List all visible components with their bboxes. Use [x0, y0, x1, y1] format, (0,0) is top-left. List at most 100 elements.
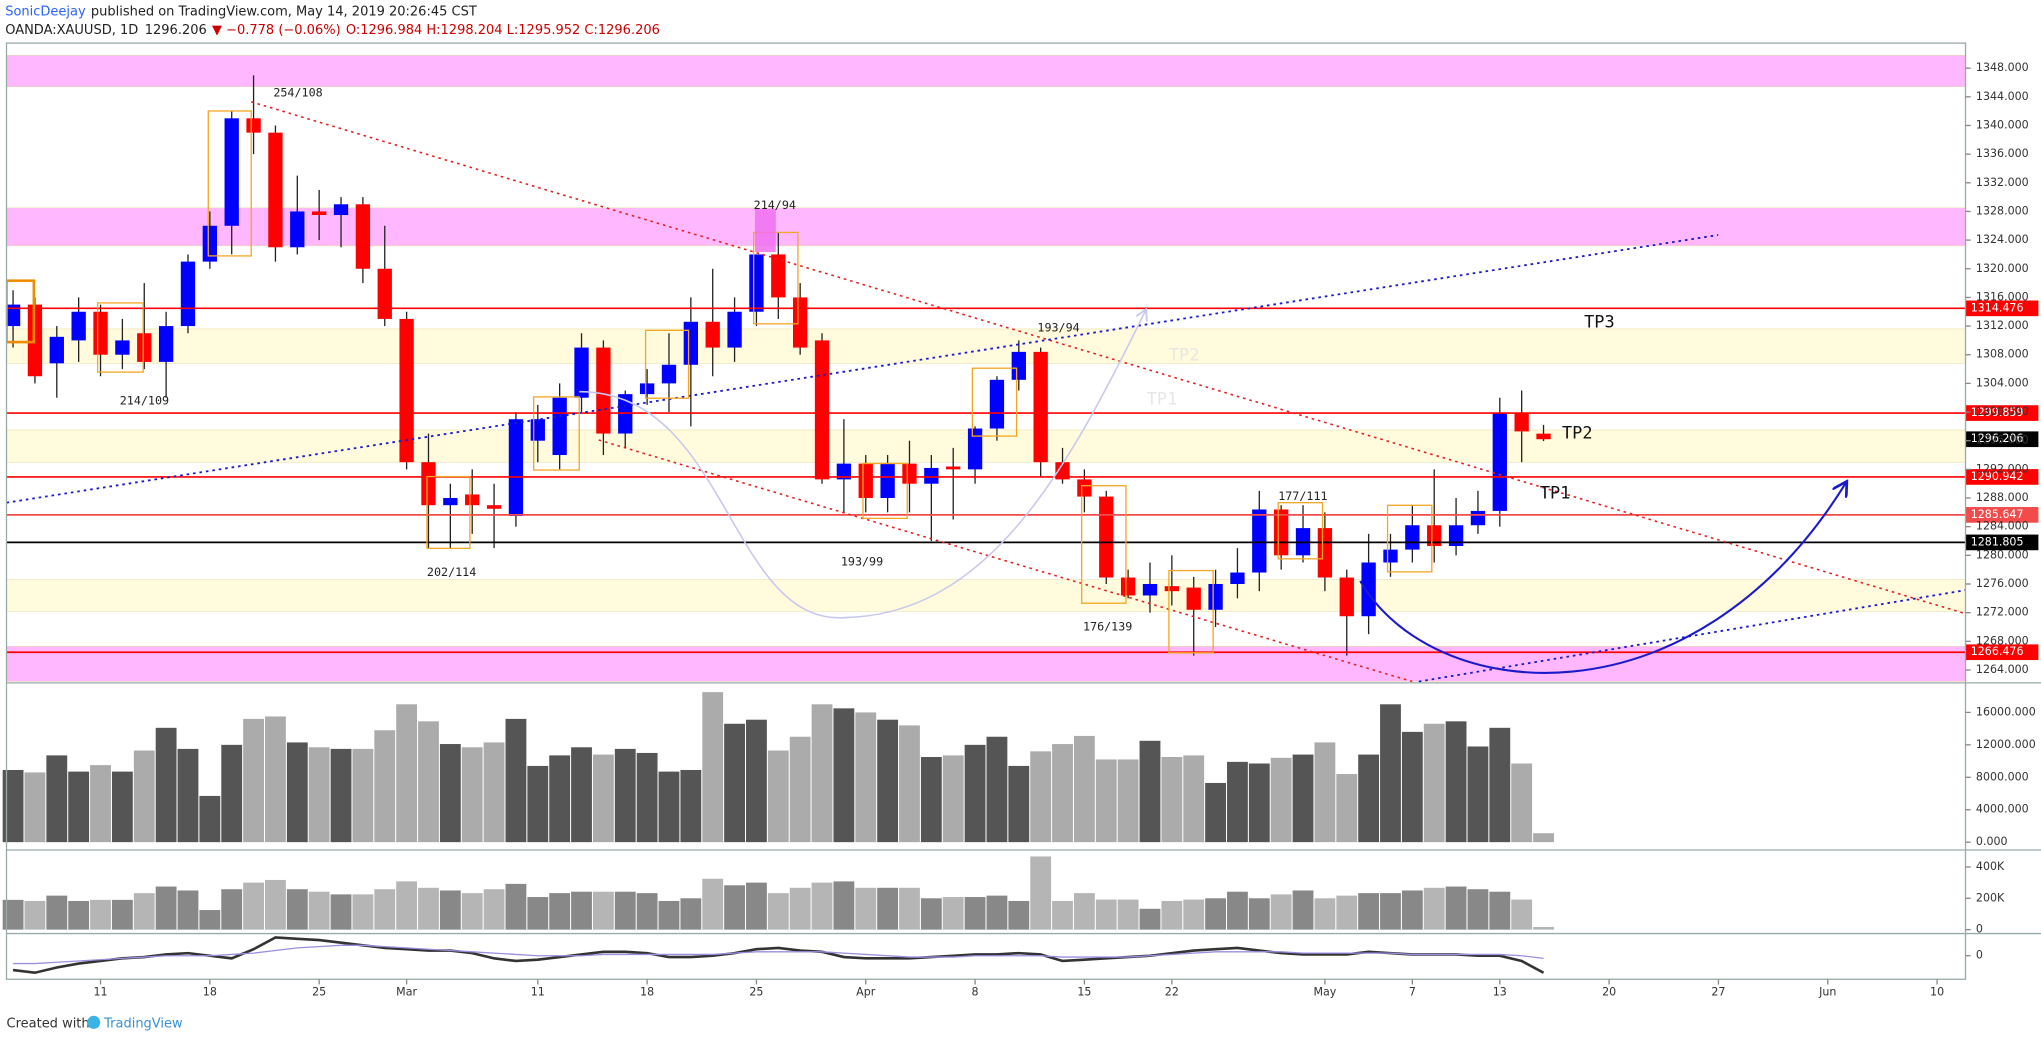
candle-body [793, 297, 808, 348]
volume-bar [1380, 704, 1401, 843]
symbol: OANDA:XAUUSD, 1D [5, 23, 138, 38]
volume-bar [1401, 731, 1423, 843]
candle-body [1099, 496, 1114, 578]
box [862, 462, 908, 519]
candle-body [1492, 412, 1507, 511]
candle-body [49, 336, 64, 364]
published: published on TradingView.com, May 14, 20… [91, 5, 477, 20]
volume-bar [1358, 893, 1380, 930]
volume-bar [767, 893, 789, 930]
y-tick-label: 1304.000 [1976, 376, 2029, 389]
volume-bar [396, 704, 418, 843]
volume-bar [90, 899, 111, 930]
volume-bar [571, 891, 592, 930]
trend-line [6, 234, 1719, 504]
zone [6, 579, 1966, 612]
y-tick-label: 1348.000 [1976, 61, 2029, 74]
candle-body [71, 311, 86, 341]
x-tick-label: 22 [1165, 985, 1179, 998]
candle-body [749, 254, 764, 312]
candle-body [530, 419, 545, 441]
y-tick-label: 4000.000 [1976, 803, 2029, 816]
x-tick-label: 18 [203, 985, 217, 998]
footer-brand: TradingView [103, 1017, 183, 1032]
volume-bar [1533, 833, 1554, 843]
candle-body [1405, 525, 1420, 550]
y-tick-label: 1344.000 [1976, 90, 2029, 103]
tp-label: TP1 [1147, 389, 1178, 409]
level-label-bg [1965, 469, 2039, 485]
candle-body [1055, 462, 1070, 480]
drawings [6, 101, 1966, 683]
volume-bar [68, 900, 90, 930]
annotations: 254/108 214/109 202/114 214/94 193/99 19… [120, 86, 1615, 634]
candle-body [93, 311, 108, 355]
candle-body [465, 494, 480, 506]
volume-bar [1073, 735, 1095, 843]
volume-bar [1314, 742, 1336, 843]
volume-bar [155, 727, 177, 843]
candle-body [1274, 509, 1289, 556]
candle-body [202, 225, 218, 262]
candle-body [268, 132, 283, 248]
volume-bar [614, 748, 636, 843]
x-tick-label: 27 [1711, 985, 1725, 998]
tp-label: TP2 [1169, 344, 1200, 364]
y-tick-label: 1296.000 [1976, 434, 2029, 447]
volume-bar [439, 744, 461, 843]
volume-bar [811, 704, 833, 843]
y-tick-label: 400K [1976, 860, 2005, 873]
box [96, 302, 144, 373]
y-tick-label: 1316.000 [1976, 290, 2029, 303]
indicator-panel [2, 856, 1554, 930]
x-tick-label: 11 [93, 985, 107, 998]
candle-body [377, 268, 392, 319]
volume-bar [1008, 900, 1030, 930]
oscillator-line [12, 936, 1545, 975]
y-tick-label: 0 [1976, 949, 1983, 962]
volume-bar [1423, 887, 1445, 930]
level-label: 1285.647 [1971, 508, 2024, 521]
volume-bar [1161, 900, 1183, 930]
candle-body [137, 333, 152, 362]
volume-bar [571, 747, 592, 843]
volume-bar [592, 891, 614, 930]
volume-bar [789, 887, 811, 930]
candle-body [486, 505, 502, 509]
y-tick-label: 1292.000 [1976, 462, 2029, 475]
candle-body [596, 347, 611, 434]
candle-body [989, 379, 1005, 429]
volume-bar [592, 754, 614, 843]
candle-body [574, 347, 589, 398]
volume-bar [1467, 889, 1489, 930]
volume-bar [877, 887, 899, 930]
volume-bar [1205, 898, 1226, 930]
volume-bar [986, 736, 1008, 843]
volume-bar [1008, 765, 1030, 843]
candle-body [333, 204, 349, 216]
volume-bar [1467, 746, 1489, 843]
candle-body [1448, 525, 1464, 547]
tp-label: TP3 [1584, 312, 1615, 332]
y-tick-label: 1328.000 [1976, 204, 2029, 217]
volume-bar [833, 881, 855, 930]
volume-bar [811, 882, 833, 930]
volume-bar [418, 721, 439, 843]
volume-bar [680, 769, 702, 843]
volume-bar [24, 900, 46, 930]
annotation: 176/139 [1083, 620, 1132, 634]
volume-bar [24, 772, 46, 843]
volume-bar [1314, 898, 1336, 930]
x-tick-label: 8 [972, 985, 979, 998]
tp-label: TP1 [1540, 483, 1571, 503]
volume-bar [461, 747, 483, 843]
volume-bar [1445, 886, 1467, 930]
box [6, 279, 36, 344]
volume-bar [680, 898, 702, 930]
volume-bar [549, 893, 571, 930]
y-tick-label: 1324.000 [1976, 233, 2029, 246]
x-tick-label: 10 [1930, 985, 1944, 998]
volume-bar [527, 897, 549, 930]
volume-bar [1511, 899, 1533, 930]
volume-bar [330, 894, 352, 930]
